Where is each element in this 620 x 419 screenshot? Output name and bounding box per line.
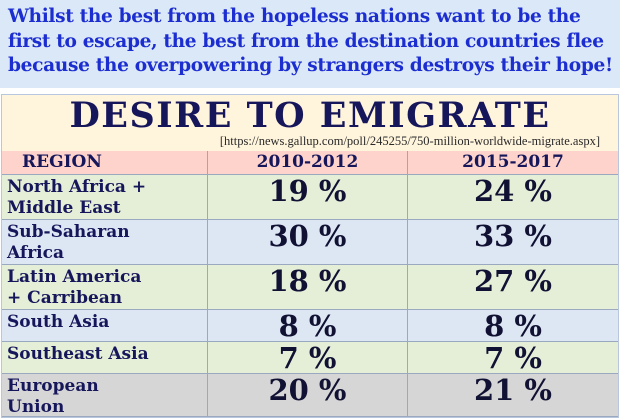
emigration-table: REGION 2010-2012 2015-2017 North Africa … xyxy=(2,151,618,417)
table-header-row: REGION 2010-2012 2015-2017 xyxy=(2,151,618,175)
emigration-table-card: DESIRE TO EMIGRATE [https://news.gallup.… xyxy=(1,94,619,418)
region-cell: Sub-Saharan Africa xyxy=(2,220,208,265)
value-2010-2012-cell: 30 % xyxy=(208,220,408,265)
table-title-band: DESIRE TO EMIGRATE [https://news.gallup.… xyxy=(2,95,618,151)
value-2015-2017-cell: 27 % xyxy=(408,265,618,310)
column-header-2015-2017: 2015-2017 xyxy=(408,151,618,175)
value-2010-2012-cell: 8 % xyxy=(208,310,408,342)
region-cell: North Africa + Middle East xyxy=(2,175,208,220)
headline-line-2: first to escape, the best from the desti… xyxy=(8,30,604,52)
value-2010-2012-cell: 7 % xyxy=(208,342,408,374)
source-url[interactable]: [https://news.gallup.com/poll/245255/750… xyxy=(219,134,600,148)
column-header-region: REGION xyxy=(2,151,208,175)
region-cell: South Asia xyxy=(2,310,208,342)
table-row: North Africa + Middle East 19 % 24 % xyxy=(2,175,618,220)
value-2015-2017-cell: 33 % xyxy=(408,220,618,265)
region-cell: Latin America + Carribean xyxy=(2,265,208,310)
value-2015-2017-cell: 24 % xyxy=(408,175,618,220)
value-2015-2017-cell: 21 % xyxy=(408,374,618,417)
table-title: DESIRE TO EMIGRATE xyxy=(69,95,551,136)
headline-line-3: because the overpowering by strangers de… xyxy=(8,55,613,76)
table-row: Southeast Asia 7 % 7 % xyxy=(2,342,618,374)
table-row: Latin America + Carribean 18 % 27 % xyxy=(2,265,618,310)
column-header-2010-2012: 2010-2012 xyxy=(208,151,408,175)
region-cell: European Union xyxy=(2,374,208,417)
value-2015-2017-cell: 8 % xyxy=(408,310,618,342)
table-row: South Asia 8 % 8 % xyxy=(2,310,618,342)
value-2010-2012-cell: 20 % xyxy=(208,374,408,417)
value-2015-2017-cell: 7 % xyxy=(408,342,618,374)
table-row: Sub-Saharan Africa 30 % 33 % xyxy=(2,220,618,265)
value-2010-2012-cell: 19 % xyxy=(208,175,408,220)
table-row: European Union 20 % 21 % xyxy=(2,374,618,417)
region-cell: Southeast Asia xyxy=(2,342,208,374)
value-2010-2012-cell: 18 % xyxy=(208,265,408,310)
headline-line-1: Whilst the best from the hopeless nation… xyxy=(8,6,581,27)
headline-banner: Whilst the best from the hopeless nation… xyxy=(0,0,620,88)
